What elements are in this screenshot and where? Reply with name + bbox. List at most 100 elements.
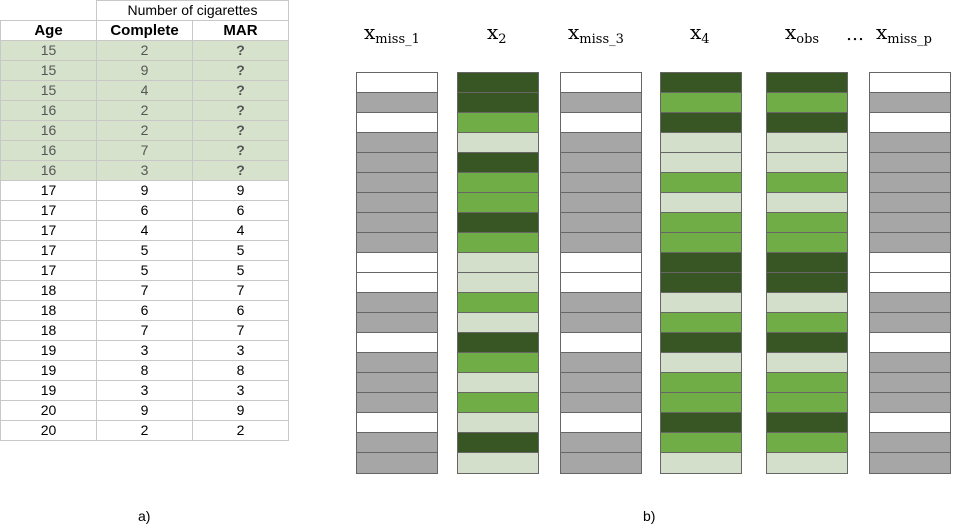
cell-age: 19	[0, 360, 97, 381]
observation-cell	[767, 313, 847, 333]
cell-complete: 3	[96, 340, 193, 361]
observation-cell	[357, 233, 437, 253]
observation-cell	[767, 73, 847, 93]
observation-cell	[357, 313, 437, 333]
observation-cell	[870, 393, 950, 413]
cell-age: 19	[0, 380, 97, 401]
cell-age: 15	[0, 80, 97, 101]
observation-cell	[561, 73, 641, 93]
observation-cell	[661, 193, 741, 213]
cell-mar: ?	[192, 100, 289, 121]
observation-cell	[357, 153, 437, 173]
caption-b: b)	[643, 508, 656, 524]
observation-cell	[357, 213, 437, 233]
observation-cell	[458, 433, 538, 453]
table-row: 18 7 7	[0, 280, 289, 301]
observation-cell	[458, 453, 538, 473]
observation-cell	[767, 453, 847, 473]
observation-cell	[357, 433, 437, 453]
column-subscript: 2	[498, 32, 507, 47]
observation-cell	[357, 393, 437, 413]
cell-age: 20	[0, 400, 97, 421]
table-row: 17 5 5	[0, 260, 289, 281]
observation-cell	[458, 133, 538, 153]
observation-cell	[661, 73, 741, 93]
table-row: 15 9?	[0, 60, 289, 81]
observation-cell	[561, 413, 641, 433]
observation-cell	[661, 413, 741, 433]
cell-mar: 9	[192, 400, 289, 421]
observation-cell	[561, 373, 641, 393]
observation-cell	[870, 113, 950, 133]
table-row: 17 5 5	[0, 240, 289, 261]
column-header-miss-1: xmiss_1	[364, 20, 420, 47]
observation-cell	[767, 353, 847, 373]
observation-cell	[458, 113, 538, 133]
observation-cell	[661, 253, 741, 273]
observation-cell	[870, 373, 950, 393]
cell-complete: 6	[96, 300, 193, 321]
observation-cell	[561, 93, 641, 113]
cell-mar: 6	[192, 300, 289, 321]
cell-age: 16	[0, 160, 97, 181]
observation-cell	[357, 73, 437, 93]
column-label: x	[364, 20, 376, 44]
cell-mar: ?	[192, 120, 289, 141]
observation-cell	[458, 393, 538, 413]
observation-cell	[767, 153, 847, 173]
observation-cell	[458, 253, 538, 273]
cell-mar: 8	[192, 360, 289, 381]
cell-complete: 9	[96, 400, 193, 421]
ellipsis: …	[846, 24, 864, 45]
observation-cell	[870, 273, 950, 293]
observation-cell	[458, 313, 538, 333]
cell-mar: 7	[192, 320, 289, 341]
caption-a: a)	[138, 508, 151, 524]
column-subscript: 4	[701, 32, 710, 47]
observation-cell	[767, 393, 847, 413]
cell-complete: 5	[96, 240, 193, 261]
column-header-2: x2	[487, 20, 507, 47]
observation-cell	[767, 413, 847, 433]
observation-cell	[357, 173, 437, 193]
column-header-4: x4	[690, 20, 710, 47]
cell-complete: 4	[96, 80, 193, 101]
observation-cell	[458, 213, 538, 233]
header-mar: MAR	[192, 20, 289, 41]
observation-cell	[458, 353, 538, 373]
observation-cell	[561, 233, 641, 253]
table-row: 19 3 3	[0, 340, 289, 361]
observation-cell	[870, 93, 950, 113]
cell-age: 17	[0, 240, 97, 261]
table-row: 20 9 9	[0, 400, 289, 421]
table-row: 15 4?	[0, 80, 289, 101]
observation-cell	[870, 193, 950, 213]
observation-cell	[561, 453, 641, 473]
cell-age: 15	[0, 40, 97, 61]
cell-age: 17	[0, 200, 97, 221]
observation-cell	[767, 293, 847, 313]
observation-cell	[767, 253, 847, 273]
observation-cell	[561, 193, 641, 213]
observation-cell	[870, 173, 950, 193]
observation-cell	[661, 233, 741, 253]
observation-cell	[661, 453, 741, 473]
observation-cell	[767, 193, 847, 213]
observation-cell	[661, 113, 741, 133]
observation-cell	[661, 153, 741, 173]
observation-cell	[661, 293, 741, 313]
cell-complete: 2	[96, 40, 193, 61]
observation-cell	[870, 233, 950, 253]
observation-cell	[357, 293, 437, 313]
cell-mar: 3	[192, 340, 289, 361]
cell-mar: 5	[192, 260, 289, 281]
cell-age: 17	[0, 220, 97, 241]
column-label: x	[876, 20, 888, 44]
column-label: x	[785, 20, 797, 44]
observation-cell	[767, 233, 847, 253]
observation-cell	[357, 193, 437, 213]
observation-cell	[870, 73, 950, 93]
observation-cell	[561, 333, 641, 353]
table-row: 19 8 8	[0, 360, 289, 381]
observation-cell	[870, 153, 950, 173]
